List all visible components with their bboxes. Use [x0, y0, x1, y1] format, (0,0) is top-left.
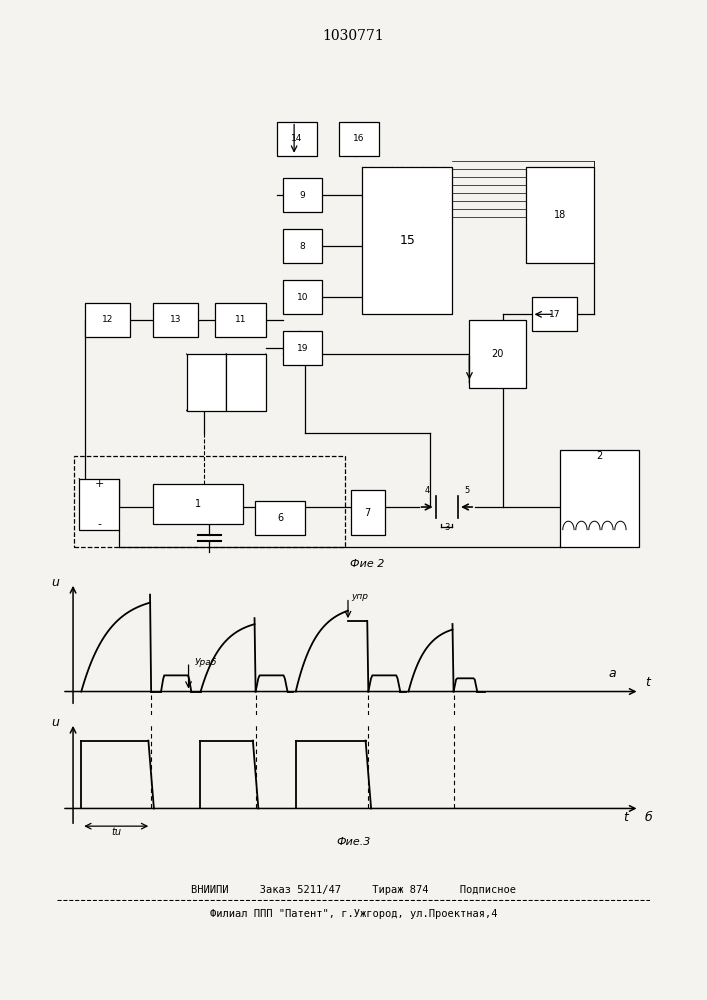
- Bar: [85, 303, 130, 337]
- Text: ВНИИПИ     Заказ 5211/47     Тираж 874     Подписное: ВНИИПИ Заказ 5211/47 Тираж 874 Подписное: [191, 885, 516, 895]
- Text: 3: 3: [444, 523, 450, 532]
- Bar: [560, 450, 639, 547]
- Bar: [215, 303, 266, 337]
- Text: 2: 2: [597, 451, 602, 461]
- Text: 20: 20: [491, 349, 504, 359]
- Text: 1: 1: [195, 499, 201, 509]
- Text: 13: 13: [170, 316, 181, 324]
- Text: tu: tu: [111, 827, 121, 837]
- Text: 9: 9: [300, 191, 305, 200]
- Text: 8: 8: [300, 242, 305, 251]
- Text: t: t: [623, 811, 628, 824]
- Text: 18: 18: [554, 210, 566, 220]
- Bar: [526, 167, 594, 263]
- Bar: [351, 490, 385, 535]
- Text: 19: 19: [297, 344, 308, 353]
- Text: 14: 14: [291, 134, 303, 143]
- Text: упр: упр: [351, 592, 368, 601]
- Text: a: a: [608, 667, 616, 680]
- Text: 15: 15: [399, 234, 415, 247]
- Bar: [339, 122, 379, 156]
- Text: Фие 2: Фие 2: [351, 559, 385, 569]
- Text: 12: 12: [102, 316, 113, 324]
- Bar: [153, 484, 243, 524]
- Bar: [469, 320, 526, 388]
- Text: -: -: [97, 519, 101, 529]
- Text: 16: 16: [354, 134, 365, 143]
- Text: u: u: [52, 716, 59, 729]
- Bar: [74, 456, 345, 547]
- Bar: [283, 229, 322, 263]
- Bar: [187, 354, 226, 411]
- Bar: [226, 354, 266, 411]
- Text: t: t: [645, 676, 650, 689]
- Text: u: u: [52, 576, 59, 589]
- Text: 5: 5: [464, 486, 469, 495]
- Text: 7: 7: [365, 508, 370, 518]
- Bar: [255, 501, 305, 535]
- Bar: [277, 122, 317, 156]
- Bar: [283, 331, 322, 365]
- Text: Филиал ППП "Патент", г.Ужгород, ул.Проектная,4: Филиал ППП "Патент", г.Ужгород, ул.Проек…: [210, 909, 497, 919]
- Text: 17: 17: [549, 310, 560, 319]
- Text: 4: 4: [424, 486, 430, 495]
- Text: 1030771: 1030771: [322, 29, 385, 43]
- Text: б: б: [645, 811, 653, 824]
- Bar: [362, 167, 452, 314]
- Text: Ураб: Ураб: [195, 658, 217, 667]
- Bar: [79, 479, 119, 530]
- Bar: [283, 280, 322, 314]
- Bar: [283, 178, 322, 212]
- Text: 11: 11: [235, 316, 246, 324]
- Text: Фие.3: Фие.3: [337, 837, 370, 847]
- Text: 6: 6: [277, 513, 283, 523]
- Text: +: +: [94, 479, 104, 489]
- Text: 10: 10: [297, 293, 308, 302]
- Bar: [153, 303, 198, 337]
- Bar: [532, 297, 577, 331]
